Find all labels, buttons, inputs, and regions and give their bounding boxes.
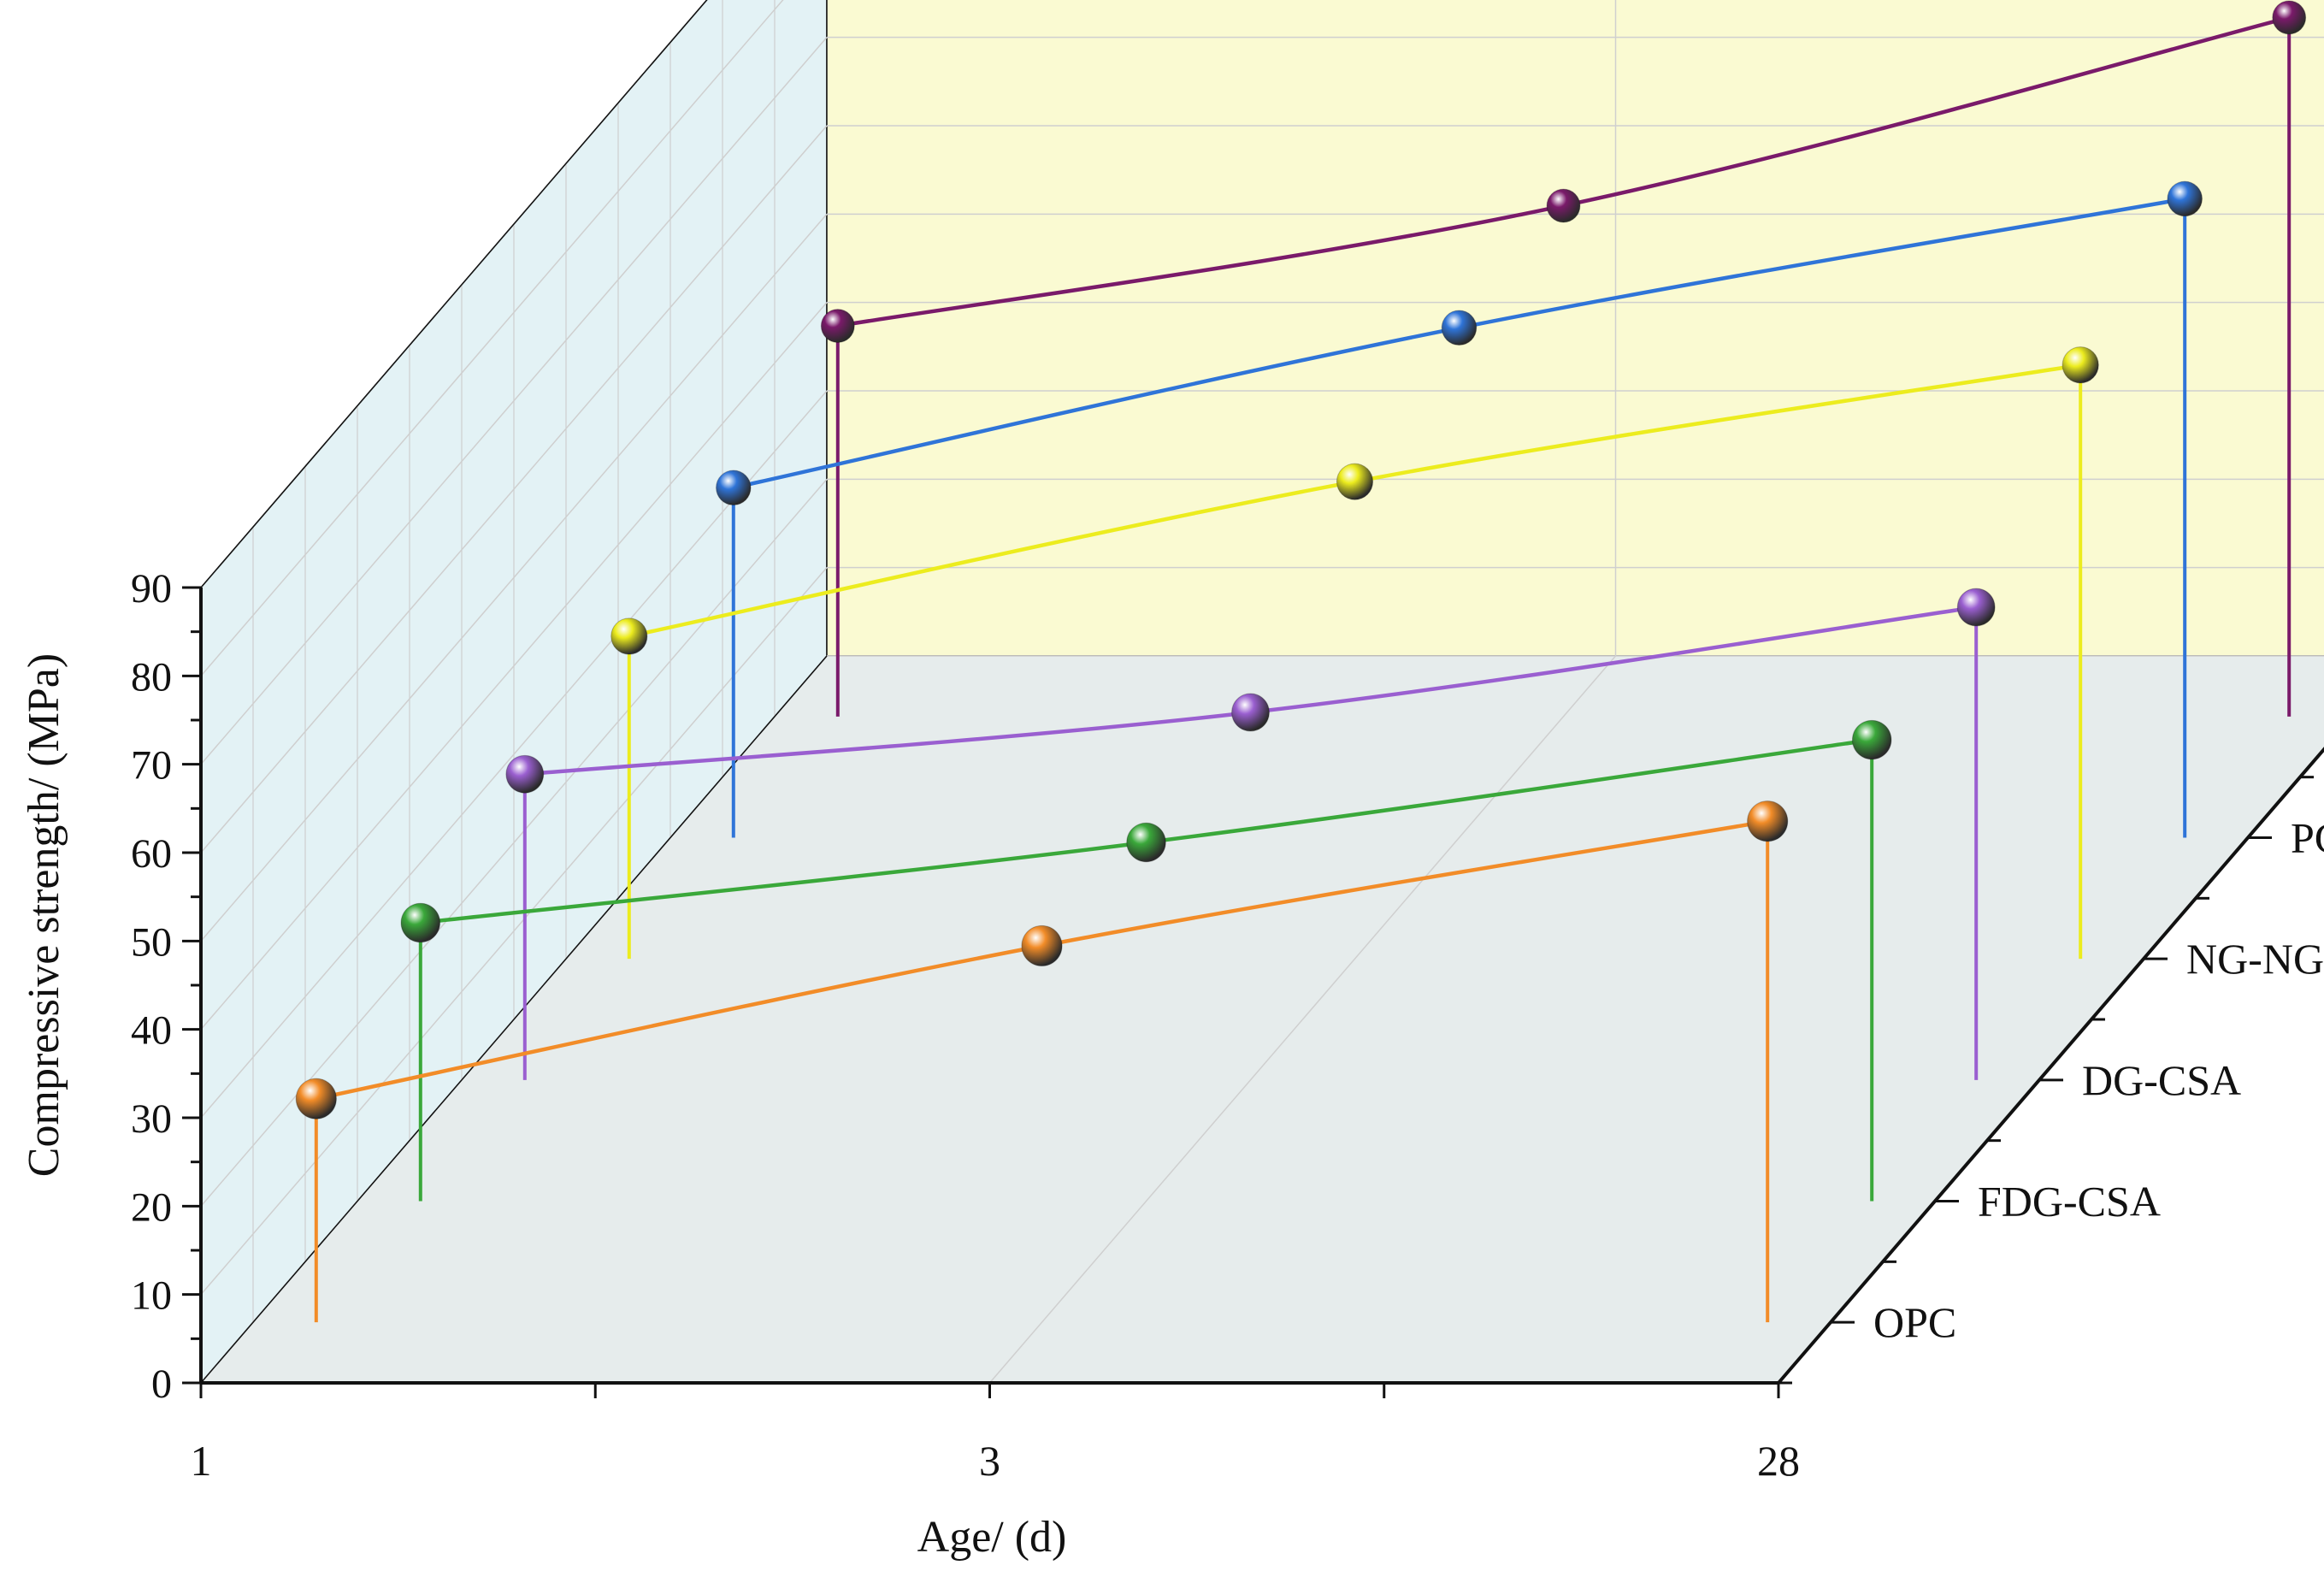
data-point bbox=[400, 902, 441, 943]
data-point bbox=[505, 754, 545, 794]
data-point bbox=[1956, 588, 1996, 627]
data-point bbox=[610, 617, 648, 655]
data-point bbox=[295, 1078, 337, 1119]
data-point bbox=[2167, 180, 2203, 217]
y-tick-label: 0 bbox=[151, 1361, 172, 1407]
x-tick-label: 1 bbox=[191, 1437, 212, 1485]
data-point bbox=[1441, 310, 1478, 346]
y-tick-label: 80 bbox=[131, 654, 172, 700]
z-tick-label: DG-CSA bbox=[2082, 1056, 2241, 1104]
data-point bbox=[1021, 924, 1063, 967]
series-dg-csa bbox=[505, 588, 1996, 1080]
y-tick-label: 20 bbox=[131, 1184, 172, 1230]
z-tick-label: FDG-CSA bbox=[1978, 1178, 2161, 1226]
top-left-edge bbox=[200, 0, 708, 588]
data-point bbox=[1231, 693, 1270, 732]
y-tick-label: 50 bbox=[131, 919, 172, 965]
data-point bbox=[716, 470, 752, 506]
chart-labels: 01020304050607080901328DSG-CSAPG-NGNG-NG… bbox=[131, 566, 2324, 1485]
floor bbox=[201, 656, 2324, 1383]
z-tick-label: NG-NG bbox=[2186, 935, 2324, 983]
data-point bbox=[1546, 188, 1581, 223]
series-opc bbox=[295, 800, 1789, 1323]
chart-axes bbox=[182, 0, 2324, 1398]
chart-walls bbox=[200, 0, 2324, 1385]
chart-grid bbox=[200, 0, 2324, 1384]
z-tick-label: PG-NG bbox=[2291, 814, 2324, 862]
z-tick-label: OPC bbox=[1873, 1298, 1956, 1346]
x-tick-label: 28 bbox=[1757, 1437, 1800, 1485]
data-point bbox=[1126, 822, 1166, 863]
y-tick-label: 70 bbox=[131, 743, 172, 789]
grid-line-floor bbox=[988, 655, 1617, 1384]
series-pg-ng bbox=[716, 180, 2203, 838]
floor-left-edge bbox=[200, 655, 828, 1384]
data-point bbox=[2062, 346, 2099, 384]
x-axis-label: Age/ (d) bbox=[917, 1513, 1067, 1562]
x-tick-label: 3 bbox=[979, 1437, 1000, 1485]
y-tick-label: 90 bbox=[131, 566, 172, 611]
data-point bbox=[1747, 800, 1789, 842]
data-point bbox=[1851, 719, 1892, 760]
data-point bbox=[2272, 0, 2307, 35]
data-point bbox=[1336, 463, 1374, 500]
y-tick-label: 10 bbox=[131, 1273, 172, 1319]
y-tick-label: 40 bbox=[131, 1008, 172, 1054]
y-tick-label: 30 bbox=[131, 1096, 172, 1142]
y-axis-label: Compressive strength/ (MPa) bbox=[20, 653, 68, 1177]
series-fdg-csa bbox=[400, 719, 1892, 1202]
chart-series bbox=[295, 0, 2307, 1323]
back-wall bbox=[826, 0, 2324, 657]
data-point bbox=[820, 309, 855, 344]
series-ng-ng bbox=[610, 346, 2099, 960]
series-dsg-csa bbox=[820, 0, 2307, 717]
y-tick-label: 60 bbox=[131, 831, 172, 877]
